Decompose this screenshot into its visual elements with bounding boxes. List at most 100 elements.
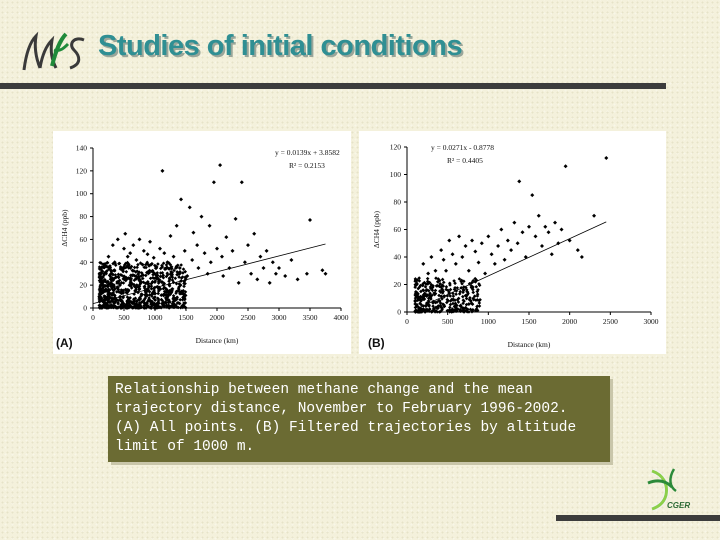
data-point xyxy=(149,284,154,288)
data-point xyxy=(135,303,140,308)
data-point xyxy=(108,266,112,270)
data-point xyxy=(441,257,446,262)
data-point xyxy=(224,235,229,240)
data-point xyxy=(137,277,142,282)
data-point xyxy=(165,265,169,270)
data-point xyxy=(181,288,186,293)
footer-divider xyxy=(556,515,720,521)
data-point xyxy=(304,271,309,276)
data-point xyxy=(451,298,455,302)
data-point xyxy=(102,265,107,270)
data-point xyxy=(444,285,449,289)
data-point xyxy=(187,205,192,210)
data-point xyxy=(167,261,171,265)
y-tick-label: 0 xyxy=(397,308,401,317)
data-point xyxy=(129,264,134,269)
data-point xyxy=(116,272,121,277)
data-point xyxy=(474,284,479,289)
data-point xyxy=(116,305,120,310)
data-point xyxy=(470,309,474,314)
data-point xyxy=(461,301,465,306)
data-point xyxy=(211,180,216,185)
data-point xyxy=(112,276,117,281)
data-point xyxy=(126,288,131,292)
data-point xyxy=(112,283,116,287)
data-point xyxy=(124,277,129,282)
data-point xyxy=(195,243,200,248)
data-point xyxy=(124,303,128,308)
data-point xyxy=(461,294,465,299)
data-point xyxy=(108,264,112,268)
data-point xyxy=(433,300,438,305)
data-point xyxy=(110,243,115,248)
data-point xyxy=(462,310,466,314)
data-point xyxy=(103,283,108,288)
figure-caption: Relationship between methane change and … xyxy=(108,376,610,462)
data-point xyxy=(219,254,224,259)
data-point xyxy=(182,284,186,289)
data-point xyxy=(110,276,115,281)
data-point xyxy=(178,305,183,310)
data-point xyxy=(165,288,170,293)
data-point xyxy=(185,274,190,278)
data-point xyxy=(415,290,419,295)
data-point xyxy=(166,303,171,308)
data-point xyxy=(437,303,441,308)
data-point xyxy=(150,261,154,266)
data-point xyxy=(125,295,130,299)
data-point xyxy=(140,276,145,281)
data-point xyxy=(136,285,140,289)
data-point xyxy=(107,288,112,292)
data-point xyxy=(424,304,428,309)
data-point xyxy=(160,271,165,275)
data-point xyxy=(137,270,141,274)
data-point xyxy=(413,285,417,289)
x-tick-label: 3000 xyxy=(644,317,659,326)
data-point xyxy=(122,274,126,279)
data-point xyxy=(144,265,148,270)
data-point xyxy=(413,298,417,303)
scatter-chart-b: 0 500 1000 1500 2000 2500 3000 0 20 40 60 80 100 120 D… xyxy=(372,143,659,350)
data-point xyxy=(453,261,458,266)
data-point xyxy=(476,260,481,265)
data-point xyxy=(221,274,226,278)
data-point xyxy=(468,296,472,300)
data-point xyxy=(153,291,158,296)
data-point xyxy=(273,271,278,276)
data-point xyxy=(153,302,158,307)
data-point xyxy=(453,309,457,313)
y-tick-label: 80 xyxy=(80,212,88,221)
data-point xyxy=(102,271,107,276)
regression-equation: y = 0.0271x - 0.8778 xyxy=(431,143,494,152)
data-point xyxy=(123,231,128,236)
data-point xyxy=(426,299,431,303)
data-point xyxy=(413,305,418,310)
data-point xyxy=(242,260,247,265)
data-point xyxy=(179,197,184,202)
data-point xyxy=(112,301,117,306)
data-point xyxy=(434,284,439,288)
data-point xyxy=(99,279,104,284)
data-point xyxy=(106,254,111,259)
data-point xyxy=(458,304,463,308)
cger-logo-text: CGER xyxy=(667,501,690,510)
data-point xyxy=(427,304,431,308)
data-point xyxy=(563,164,568,169)
data-point xyxy=(133,289,138,293)
data-point xyxy=(104,270,108,275)
data-point xyxy=(176,263,180,268)
data-point xyxy=(148,239,153,244)
data-point xyxy=(166,300,171,305)
data-point xyxy=(140,299,145,304)
data-point xyxy=(477,301,482,305)
data-point xyxy=(122,277,127,282)
data-point xyxy=(128,283,132,288)
data-point xyxy=(505,238,510,243)
chart-panel-a: 0 500 1000 1500 2000 2500 3000 3500 4000 0 20 40 60 8… xyxy=(53,131,351,354)
y-tick-label: 20 xyxy=(394,280,402,289)
data-point xyxy=(146,281,151,286)
data-point xyxy=(98,303,102,308)
data-point xyxy=(99,268,104,273)
data-point xyxy=(174,289,179,294)
data-point xyxy=(160,168,165,173)
